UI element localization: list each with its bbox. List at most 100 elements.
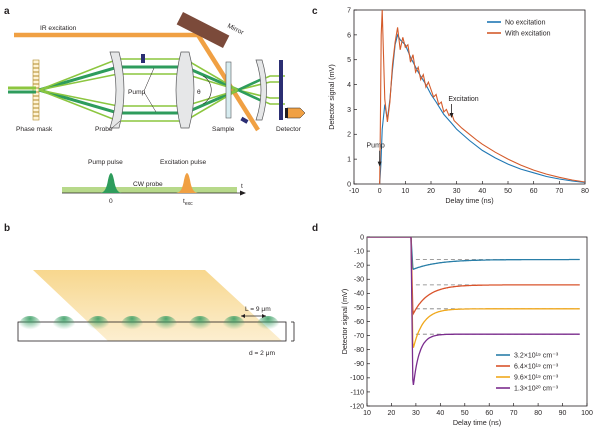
beam-stop-right — [279, 60, 283, 120]
pump-pulse-shape — [100, 173, 122, 193]
phase-mask-icon — [32, 59, 40, 121]
chart-d-series-line — [367, 237, 580, 348]
period-arrow-right-icon — [262, 314, 266, 318]
t-exc-label: texc — [183, 198, 193, 207]
probe-label: Probe — [95, 126, 113, 133]
chart-d-y-tick-label: 0 — [360, 234, 364, 241]
chart-d-y-axis-title: Detector signal (mV) — [340, 289, 349, 355]
thickness-label: d = 2 μm — [249, 350, 275, 357]
chart-d-x-axis-title: Delay time (ns) — [453, 418, 501, 427]
chart-c-legend-label: No excitation — [505, 19, 546, 26]
pump-label: Pump — [128, 89, 146, 96]
chart-d-y-tick-label: -60 — [354, 319, 364, 326]
chart-d-y-tick-label: -20 — [354, 263, 364, 270]
chart-c-pump-annotation: Pump — [367, 143, 385, 150]
chart-d-x-tick-label: 50 — [461, 410, 469, 417]
chart-c-x-tick-label: 40 — [478, 188, 486, 195]
sample-icon — [225, 61, 232, 119]
period-label: L = 9 μm — [245, 306, 271, 313]
phase-mask-label: Phase mask — [16, 126, 53, 133]
panel-b-letter: b — [4, 223, 10, 234]
cw-probe-bar — [62, 187, 237, 193]
chart-d-x-tick-label: 70 — [510, 410, 518, 417]
chart-d-y-tick-label: -80 — [354, 347, 364, 354]
chart-d-x-tick-label: 60 — [485, 410, 493, 417]
chart-d-legend-label: 6.4×10¹⁹ cm⁻³ — [514, 363, 559, 370]
chart-c-x-tick-label: 70 — [555, 188, 563, 195]
panel-d-letter: d — [312, 223, 318, 234]
mirror-label: Mirror — [226, 23, 245, 37]
probe-beams — [38, 58, 285, 122]
grating-spots — [19, 316, 279, 334]
mirror-icon — [176, 11, 230, 49]
chart-c-x-tick-label: 10 — [401, 188, 409, 195]
theta-arc — [202, 75, 212, 105]
lens-3-icon — [255, 59, 267, 121]
excitation-pulse-shape — [176, 173, 198, 193]
pulse-timeline: Pump pulse Excitation pulse CW probe t 0… — [62, 159, 246, 207]
chart-c-x-tick-label: 30 — [453, 188, 461, 195]
chart-c-x-tick-label: 50 — [504, 188, 512, 195]
chart-d-x-tick-label: 90 — [559, 410, 567, 417]
cw-probe-label: CW probe — [133, 181, 163, 188]
chart-c-pump-arrow-icon — [377, 161, 382, 167]
chart-c-series-with-excitation-line — [379, 10, 585, 184]
chart-d-y-tick-label: -10 — [354, 248, 364, 255]
chart-c-y-tick-label: 0 — [347, 181, 351, 188]
chart-c-y-tick-label: 4 — [347, 82, 351, 89]
chart-d-y-tick-label: -120 — [350, 403, 364, 410]
detector-label: Detector — [276, 126, 302, 133]
panel-c-letter: c — [312, 6, 318, 17]
chart-d-y-tick-label: -90 — [354, 361, 364, 368]
chart-d-y-tick-label: -40 — [354, 291, 364, 298]
chart-d-x-tick-label: 40 — [436, 410, 444, 417]
chart-d-legend-label: 1.3×10²⁰ cm⁻³ — [514, 384, 559, 392]
time-zero-label: 0 — [109, 198, 113, 205]
chart-c-plot-frame — [353, 9, 586, 185]
chart-c-y-tick-label: 5 — [347, 57, 351, 64]
pump-pulse-label: Pump pulse — [88, 159, 123, 166]
beam-block-top — [141, 54, 145, 63]
chart-c-x-tick-label: -10 — [349, 188, 359, 195]
panel-a: a IR excitation Mirror Phase mask — [4, 6, 306, 207]
chart-c-y-tick-label: 6 — [347, 32, 351, 39]
chart-d-legend-label: 3.2×10¹⁹ cm⁻³ — [514, 352, 559, 359]
chart-d-series-line — [367, 237, 580, 270]
chart-c-x-tick-label: 0 — [378, 188, 382, 195]
probe-leader — [111, 120, 121, 129]
chart-d-y-tick-label: -110 — [351, 389, 365, 396]
chart-c-excitation-arrow-icon — [449, 112, 454, 118]
chart-c-series-no-excitation-line — [379, 33, 585, 184]
pump-beams — [38, 65, 239, 115]
panel-a-letter: a — [4, 6, 10, 17]
pump-leader-1 — [143, 67, 155, 92]
time-axis-arrow-icon — [240, 190, 246, 196]
period-arrow-left-icon — [241, 314, 245, 318]
chart-c-y-tick-label: 3 — [347, 107, 351, 114]
chart-d-x-tick-label: 100 — [581, 410, 593, 417]
pump-exit-beams — [237, 77, 263, 103]
chart-d-series-line — [367, 237, 580, 316]
chart-d-y-tick-label: -100 — [350, 375, 364, 382]
beam-block-bottom — [240, 116, 249, 124]
time-axis-label: t — [241, 183, 243, 190]
theta-label: θ — [197, 89, 201, 96]
chart-d-y-tick-label: -70 — [354, 333, 364, 340]
chart-c-y-tick-label: 1 — [347, 157, 351, 164]
pump-leader-2 — [143, 91, 157, 113]
chart-c-x-tick-label: 20 — [427, 188, 435, 195]
detector-icon — [285, 107, 306, 119]
chart-d-y-tick-label: -50 — [354, 305, 364, 312]
chart-d-x-tick-label: 20 — [388, 410, 396, 417]
chart-d-y-tick-label: -30 — [354, 277, 364, 284]
chart-c-x-axis-title: Delay time (ns) — [445, 196, 493, 205]
chart-d-x-tick-label: 30 — [412, 410, 420, 417]
lens-1-icon — [109, 51, 125, 129]
chart-c-x-tick-label: 60 — [530, 188, 538, 195]
chart-c-y-tick-label: 7 — [347, 7, 351, 14]
chart-c-x-tick-label: 80 — [581, 188, 589, 195]
chart-d-x-tick-label: 80 — [534, 410, 542, 417]
lens-2-icon — [175, 51, 195, 129]
